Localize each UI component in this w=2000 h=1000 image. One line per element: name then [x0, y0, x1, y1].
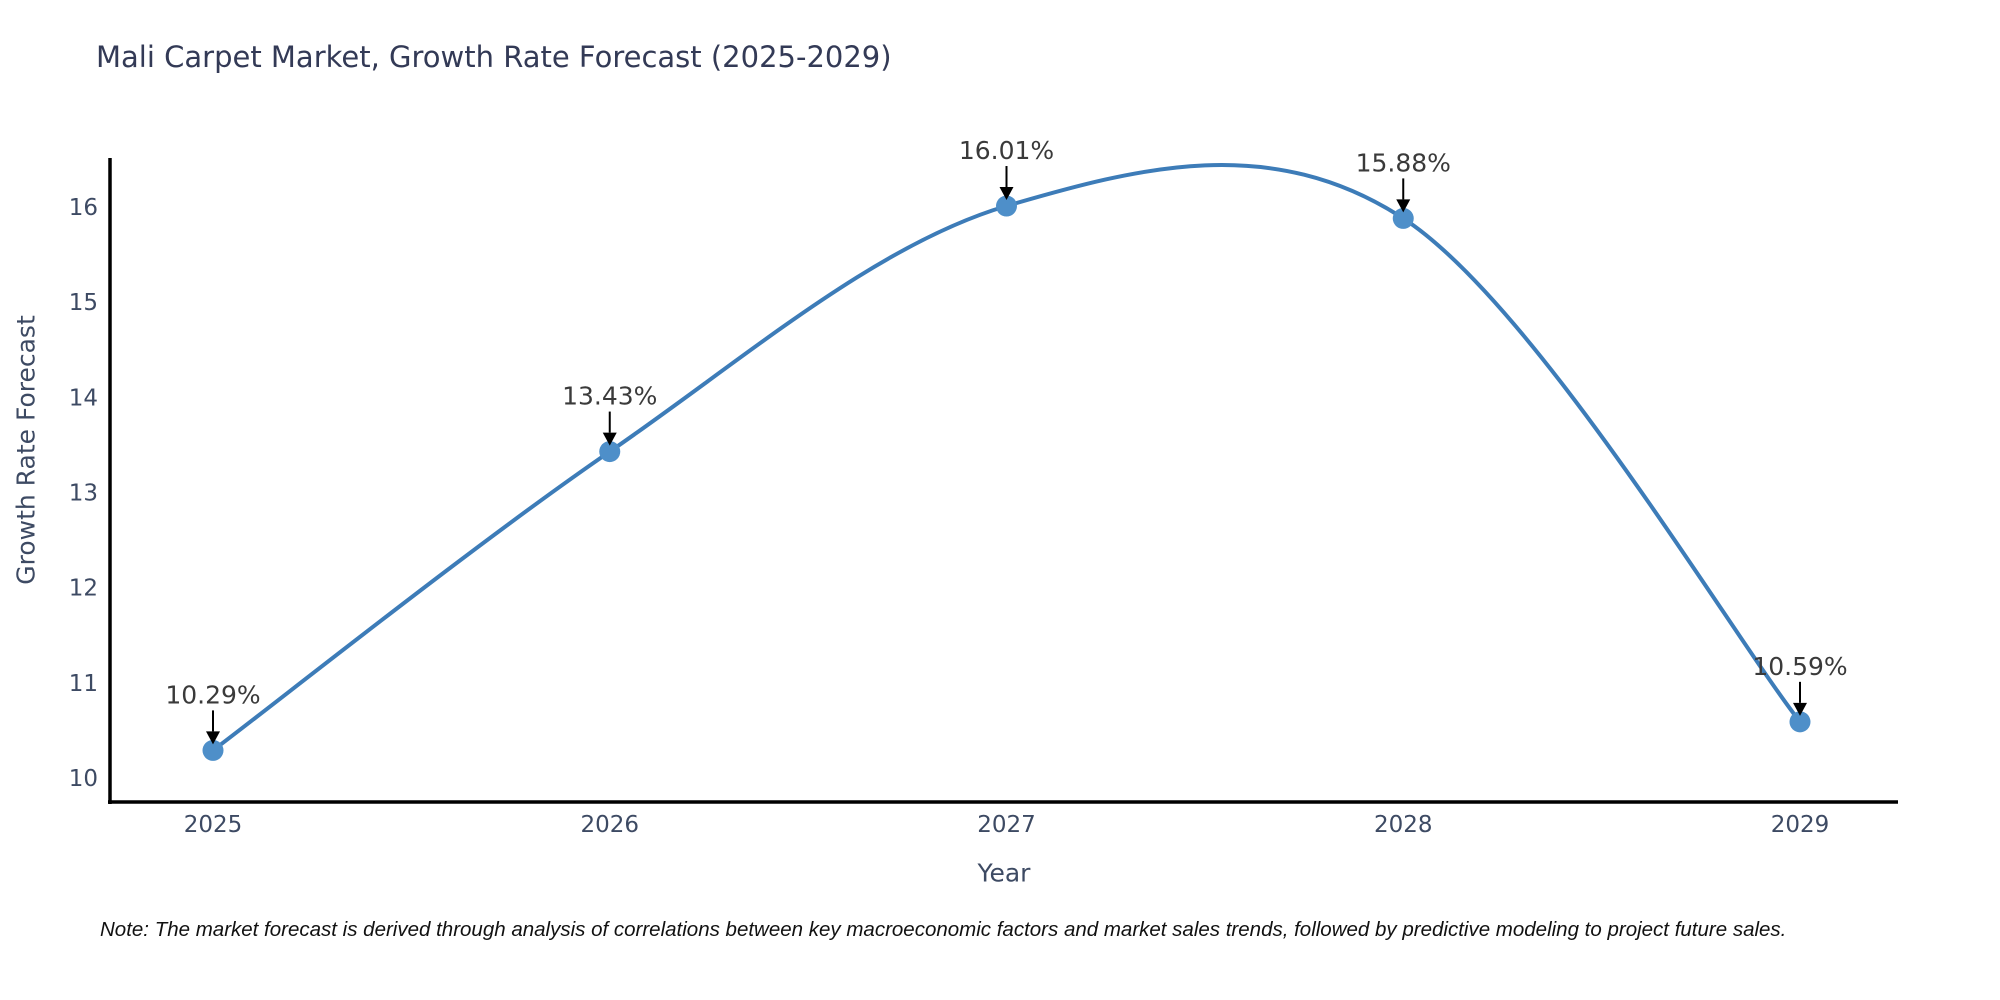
data-point-2026[interactable]: [599, 441, 621, 463]
x-axis-label: Year: [977, 858, 1031, 888]
y-tick-label-12: 12: [69, 576, 98, 602]
y-tick-label-11: 11: [69, 671, 98, 697]
data-point-2025[interactable]: [202, 739, 224, 761]
data-label-2026: 13.43%: [562, 382, 657, 411]
y-tick-label-15: 15: [69, 290, 98, 316]
y-tick-label-14: 14: [69, 385, 98, 411]
annotation-arrowhead-icon-2027: [999, 187, 1014, 201]
data-label-2027: 16.01%: [959, 136, 1054, 165]
data-label-2028: 15.88%: [1356, 148, 1451, 177]
annotation-arrowhead-icon-2028: [1396, 199, 1411, 213]
y-tick-label-13: 13: [69, 480, 98, 506]
data-point-2029[interactable]: [1789, 711, 1811, 733]
footnote: Note: The market forecast is derived thr…: [100, 918, 1787, 941]
annotation-arrowhead-icon-2026: [602, 432, 617, 446]
data-point-2028[interactable]: [1392, 207, 1414, 229]
y-tick-label-10: 10: [69, 766, 98, 792]
x-tick-label-2029: 2029: [1771, 812, 1830, 838]
y-axis-label: Growth Rate Forecast: [11, 315, 41, 585]
data-point-2027[interactable]: [996, 195, 1017, 217]
forecast-line: [211, 163, 1802, 753]
y-tick-label-16: 16: [69, 195, 98, 221]
x-tick-label-2028: 2028: [1374, 812, 1433, 838]
chart-title: Mali Carpet Market, Growth Rate Forecast…: [96, 40, 892, 74]
data-label-2025: 10.29%: [165, 680, 260, 709]
annotation-arrowhead-icon-2029: [1793, 702, 1807, 716]
x-tick-label-2025: 2025: [184, 812, 243, 838]
annotation-arrowhead-icon-2025: [206, 731, 220, 745]
x-tick-label-2027: 2027: [977, 812, 1036, 838]
x-tick-label-2026: 2026: [580, 812, 639, 838]
data-label-2029: 10.59%: [1752, 652, 1847, 681]
